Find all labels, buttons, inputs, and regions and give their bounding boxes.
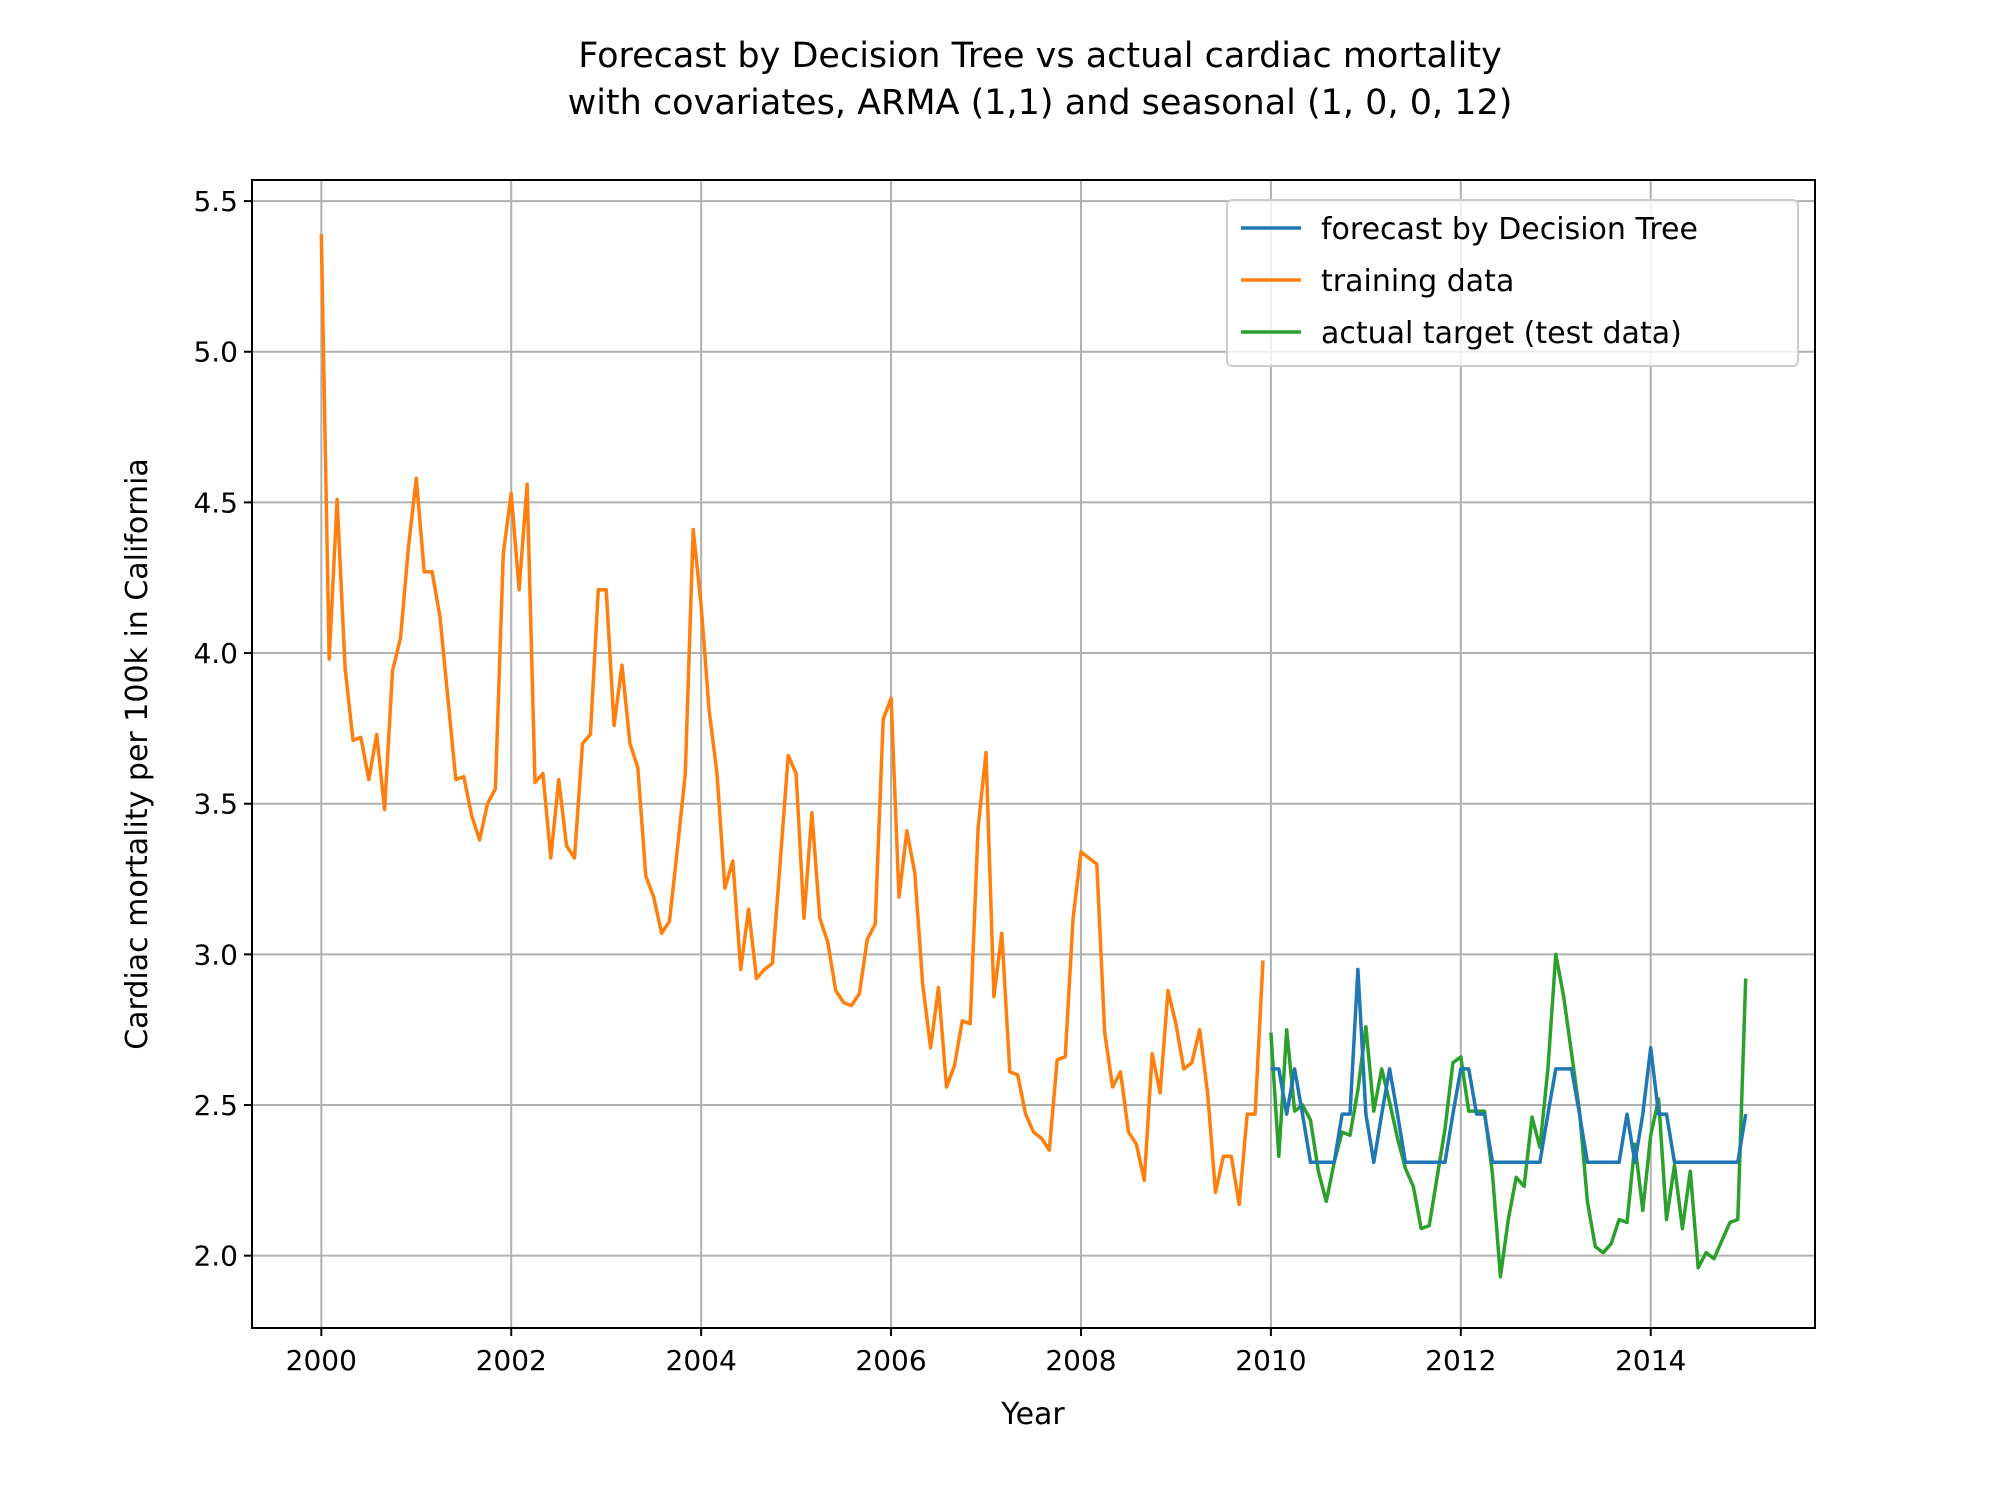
legend-label: forecast by Decision Tree (1321, 212, 1698, 247)
x-axis-label: Year (1000, 1397, 1065, 1432)
x-tick-label: 2004 (666, 1344, 737, 1377)
series-layer (319, 234, 1748, 1279)
y-tick-label: 5.0 (193, 336, 238, 369)
y-tick-label: 3.0 (193, 938, 238, 971)
series-line-actual-target-test-data (1269, 952, 1748, 1279)
y-tick-label: 2.0 (193, 1240, 238, 1273)
y-tick-label: 2.5 (193, 1089, 238, 1122)
series-line-training-data (319, 234, 1265, 1207)
tick-layer: 2000 2002 2004 2006 2008 2010 2012 2014 2.0 2.5 3.… (193, 185, 1686, 1377)
y-tick-label: 3.5 (193, 788, 238, 821)
plot-frame (251, 179, 1816, 1329)
x-tick-label: 2010 (1235, 1344, 1306, 1377)
grid-layer (252, 180, 1815, 1328)
y-tick-label: 4.0 (193, 637, 238, 670)
y-axis-label: Cardiac mortality per 100k in California (120, 458, 155, 1050)
series-line-forecast-by-decision-tree (1270, 967, 1748, 1165)
chart-title-line-1: Forecast by Decision Tree vs actual card… (578, 36, 1502, 76)
legend: forecast by Decision Tree training data ac… (1226, 199, 1799, 367)
legend-box (1226, 199, 1799, 367)
x-tick-label: 2008 (1045, 1344, 1116, 1377)
x-tick-label: 2012 (1425, 1344, 1496, 1377)
x-tick-label: 2000 (286, 1344, 357, 1377)
x-tick-label: 2006 (855, 1344, 926, 1377)
y-tick-label: 4.5 (193, 486, 238, 519)
x-tick-label: 2014 (1615, 1344, 1686, 1377)
chart-title-line-2: with covariates, ARMA (1,1) and seasonal… (568, 83, 1513, 123)
legend-label: actual target (test data) (1321, 316, 1682, 351)
legend-label: training data (1321, 264, 1514, 299)
x-tick-label: 2002 (476, 1344, 547, 1377)
y-tick-label: 5.5 (193, 185, 238, 218)
